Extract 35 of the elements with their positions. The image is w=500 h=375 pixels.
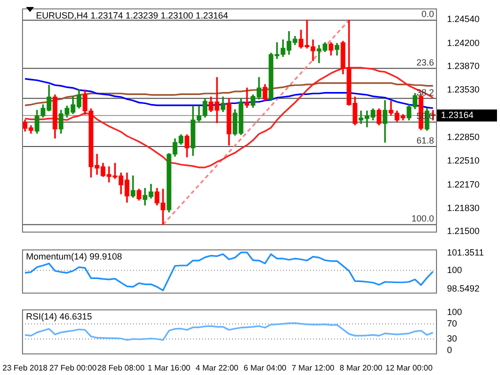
y-tick-label: 1.22170 [447, 179, 480, 190]
y-tick-label: 1.23870 [447, 60, 480, 71]
y-tick-label: 1.21500 [447, 226, 480, 236]
x-tick-label: 1 Mar 16:00 [148, 363, 191, 372]
annotation: 23.6 [416, 57, 434, 68]
y-tick-label: 30 [447, 333, 458, 344]
x-tick-label: 28 Feb 08:00 [97, 363, 146, 372]
x-tick-label: 4 Mar 22:00 [196, 363, 239, 372]
y-tick-label: 1.24540 [447, 14, 480, 24]
y-tick-label: 1.24200 [447, 38, 480, 48]
x-tick-label: 27 Feb 00:00 [49, 363, 98, 372]
x-tick-label: 12 Mar 00:00 [385, 363, 434, 372]
ref-line-label: 1.23164 [441, 110, 474, 120]
x-tick-label: 23 Feb 2018 [2, 363, 48, 372]
y-tick-label: 100 [447, 264, 462, 275]
chart-title: Momentum(14) 99.9108 [26, 251, 122, 262]
annotation: 0.0 [421, 9, 434, 20]
x-tick-label: 6 Mar 04:00 [244, 363, 287, 372]
y-tick-label: 70 [447, 318, 458, 328]
y-tick-label: 1.22850 [447, 132, 480, 142]
annotation: 100.0 [411, 214, 434, 224]
x-tick-label: 8 Mar 20:00 [340, 363, 383, 372]
y-tick-label: 101.3511 [447, 248, 484, 258]
y-tick-label: 1.21830 [447, 203, 480, 214]
candlestick [244, 88, 250, 108]
y-tick-label: 1.23530 [447, 84, 480, 94]
x-tick-label: 7 Mar 12:00 [292, 363, 335, 372]
annotation: 50.0 [416, 111, 434, 122]
annotation: 61.8 [416, 135, 434, 146]
y-tick-label: 98.5492 [447, 283, 480, 294]
chart-title: RSI(14) 46.6315 [26, 311, 92, 322]
y-tick-label: 100 [447, 306, 462, 317]
y-tick-label: 1.22510 [447, 156, 480, 166]
chart-title: EURUSD,H4 1.23174 1.23239 1.23100 1.23164 [36, 10, 228, 20]
y-tick-label: 0 [447, 344, 452, 355]
